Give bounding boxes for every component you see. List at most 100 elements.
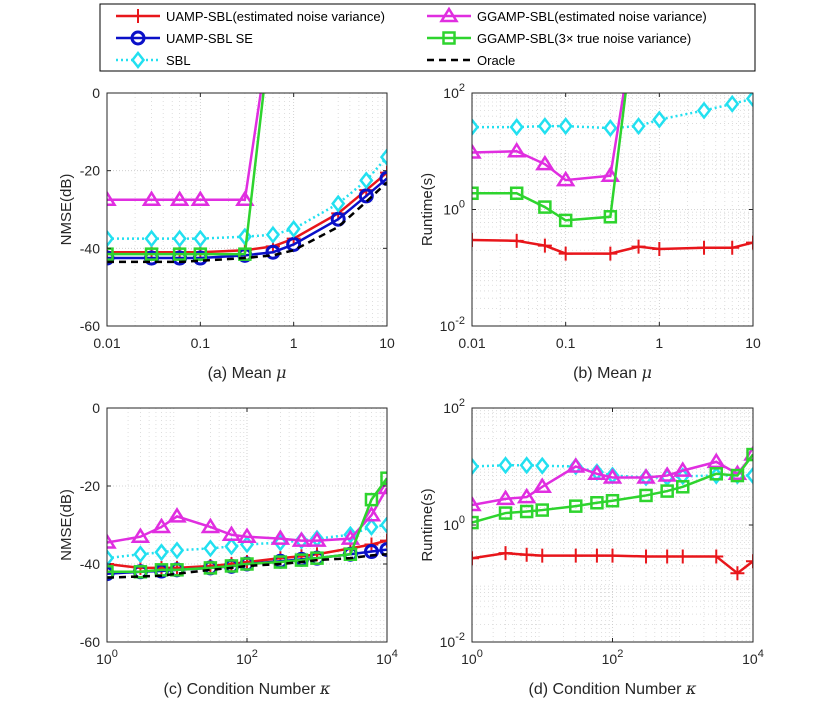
markers-sbl [472, 93, 753, 138]
data-point-ggamp_3x [472, 515, 479, 530]
data-point-ggamp_est [495, 489, 516, 506]
markers-ggamp_3x [107, 247, 252, 261]
x-tick-label: 0.01 [93, 335, 120, 351]
panel-caption: (d) Condition Number κ [529, 679, 697, 698]
series-line-ggamp_3x [107, 477, 387, 574]
data-point-ggamp_3x [535, 503, 549, 517]
legend-entry-ggamp-est: GGAMP-SBL(estimated noise variance) [427, 6, 707, 24]
data-point-ggamp_est [107, 190, 117, 207]
data-point-ggamp_3x [224, 559, 239, 573]
x-tick-label: 10 [379, 335, 395, 351]
series-line-ggamp_est [472, 453, 753, 507]
data-point-uamp [725, 240, 740, 255]
legend-entry-sbl: SBL [116, 50, 191, 70]
data-point-uamp [537, 238, 552, 253]
data-point-uamp_se [379, 170, 387, 186]
series-layer [472, 445, 753, 581]
data-point-ggamp_3x [240, 557, 254, 571]
data-point-sbl [193, 229, 208, 248]
data-point-sbl [331, 194, 346, 213]
data-point-ggamp_est [237, 527, 257, 543]
data-point-sbl [696, 101, 712, 120]
series-line-ggamp_3x [472, 453, 753, 524]
data-point-uamp_se [358, 188, 374, 204]
legend-marker-ggamp_3x [442, 31, 456, 45]
data-point-ggamp_3x [538, 200, 552, 214]
data-point-ggamp_est [377, 478, 387, 495]
data-point-ggamp_est [307, 531, 327, 547]
data-point-ggamp_est [472, 495, 482, 512]
series-layer [107, 93, 387, 266]
legend-marker-uamp_se [130, 30, 146, 46]
data-point-sbl [472, 457, 480, 476]
data-point-ggamp_est [657, 466, 677, 482]
data-point-uamp [746, 235, 753, 250]
y-axis-label: Runtime(s) [419, 488, 436, 561]
data-point-ggamp_est [672, 461, 693, 477]
data-point-uamp_se [363, 544, 379, 560]
data-point-sbl [652, 110, 667, 129]
series-line-uamp [472, 238, 753, 255]
legend-label-sbl: SBL [166, 53, 191, 68]
data-point-sbl [631, 117, 646, 136]
data-point-uamp_se [286, 236, 302, 252]
data-point-uamp [519, 547, 534, 562]
legend-entry-uamp-se: UAMP-SBL SE [116, 30, 253, 46]
legend: UAMP-SBL(estimated noise variance) GGAMP… [99, 3, 756, 72]
data-point-sbl [107, 229, 115, 248]
ticks: 0.01 0.1 1 10 -60 -40 -20 0 [80, 85, 395, 351]
data-point-ggamp_3x [569, 499, 583, 513]
data-point-sbl [364, 517, 379, 536]
x-tick-label: 104 [376, 648, 398, 667]
x-tick-label: 1 [655, 335, 663, 351]
y-axis-label: NMSE(dB) [58, 489, 75, 561]
data-point-ggamp_3x [203, 561, 218, 575]
data-point-uamp [558, 246, 573, 261]
data-point-sbl [509, 118, 524, 137]
data-point-sbl [745, 466, 753, 485]
data-point-sbl [558, 117, 573, 136]
data-point-ggamp_3x [364, 492, 379, 507]
markers-ggamp_est [107, 190, 255, 207]
x-tick-label: 100 [96, 648, 118, 667]
y-axis-label: NMSE(dB) [58, 174, 75, 246]
x-tick-label: 104 [742, 648, 764, 667]
data-point-uamp [746, 554, 753, 569]
data-point-ggamp_est [587, 464, 607, 481]
series-line-ggamp_est [107, 93, 262, 202]
data-point-sbl [265, 225, 281, 244]
axes-box [106, 92, 388, 327]
markers-sbl [107, 148, 387, 248]
data-point-ggamp_3x [639, 488, 653, 503]
data-point-ggamp_est [221, 525, 242, 541]
data-point-ggamp_3x [107, 565, 114, 579]
data-point-ggamp_est [235, 190, 255, 207]
data-point-ggamp_3x [660, 484, 674, 498]
legend-label-oracle: Oracle [477, 53, 515, 68]
data-point-uamp [730, 566, 745, 581]
series-layer [472, 93, 753, 261]
data-point-ggamp_est [270, 529, 291, 545]
y-tick-label: 0 [92, 85, 100, 101]
series-line-ggamp_3x [107, 93, 265, 256]
markers-ggamp_3x [472, 186, 618, 228]
data-point-uamp [631, 239, 646, 254]
legend-entry-ggamp-3x: GGAMP-SBL(3× true noise variance) [427, 31, 691, 46]
x-tick-label: 0.1 [556, 335, 576, 351]
data-point-sbl [133, 545, 148, 564]
legend-label-ggamp-est: GGAMP-SBL(estimated noise variance) [477, 9, 707, 24]
data-point-ggamp_3x [472, 186, 479, 201]
data-point-ggamp_est [506, 141, 527, 158]
data-point-ggamp_3x [709, 467, 724, 481]
y-tick-label: 100 [443, 514, 465, 533]
data-point-ggamp_3x [590, 496, 604, 510]
data-point-ggamp_est [361, 505, 382, 522]
legend-entry-oracle: Oracle [427, 53, 515, 68]
data-point-uamp [639, 549, 654, 564]
data-point-sbl [725, 94, 740, 113]
data-point-ggamp_3x [273, 555, 288, 569]
data-point-ggamp_est [566, 457, 586, 473]
data-point-ggamp_est [200, 517, 221, 534]
data-point-sbl [379, 515, 387, 535]
